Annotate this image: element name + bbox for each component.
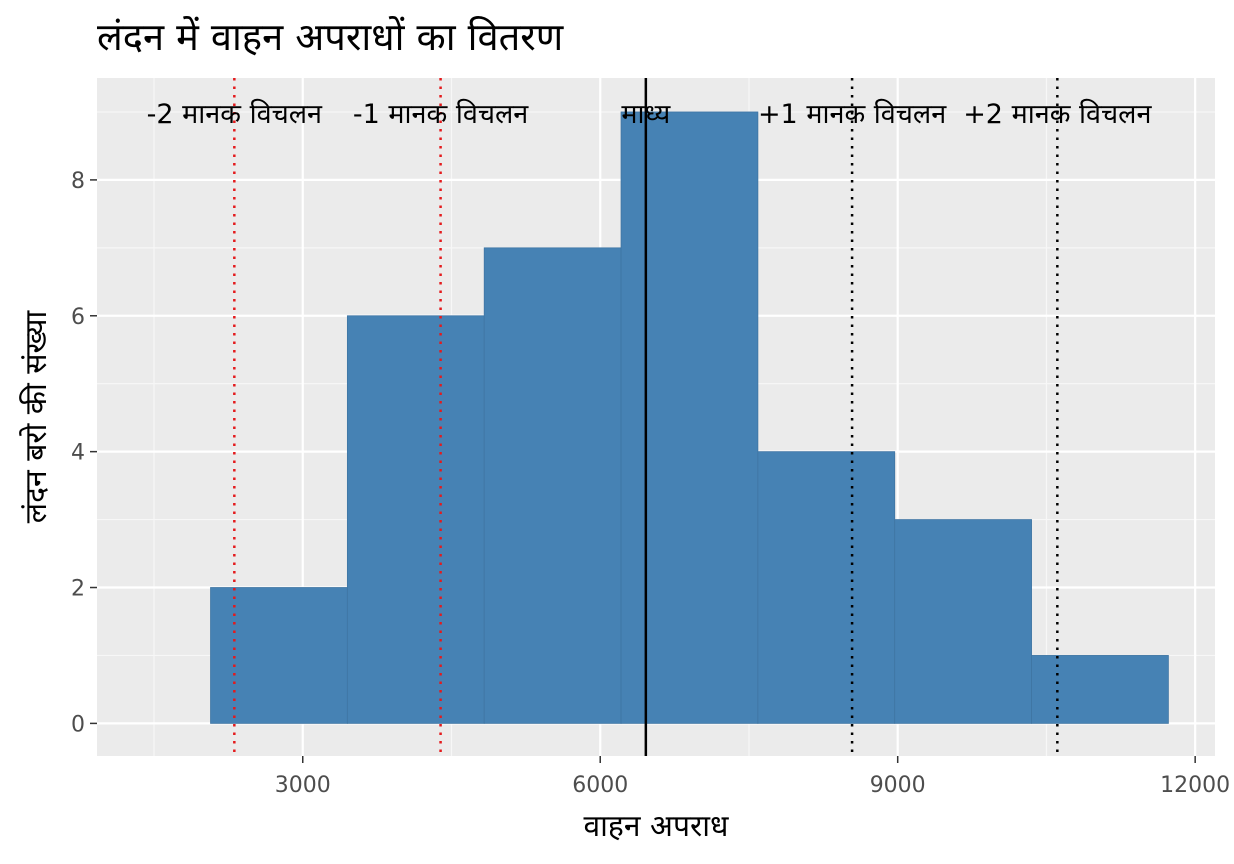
reference-label: माध्य [621,99,671,130]
x-tick-label: 9000 [870,773,926,798]
x-axis-title: वाहन अपराध [583,809,729,844]
y-tick-label: 6 [71,305,85,330]
x-tick-label: 6000 [572,773,628,798]
reference-label: -1 मानक विचलन [353,98,529,130]
histogram-bar [757,451,896,724]
y-axis: 0 2 4 6 8 [71,169,97,737]
chart-title: लंदन में वाहन अपराधों का वितरण [97,15,564,59]
histogram-bar [483,247,622,724]
y-tick-label: 4 [71,441,85,466]
histogram-bar [620,111,759,724]
reference-labels: -2 मानक विचलन -1 मानक विचलन माध्य +1 मानक व… [147,98,1153,130]
x-tick-label: 12000 [1160,773,1230,798]
x-axis: 3000 6000 9000 12000 [275,756,1230,798]
y-tick-label: 2 [71,577,85,602]
y-tick-label: 8 [71,169,85,194]
histogram-bar [346,315,485,724]
reference-label: +2 मानक विचलन [963,98,1152,130]
reference-label: +1 मानक विचलन [758,98,947,130]
x-tick-label: 3000 [275,773,331,798]
reference-lines [233,78,1059,756]
histogram-bar [210,587,348,724]
histogram-bar [1031,655,1169,724]
histogram-bar [894,519,1032,724]
y-axis-title: लंदन बरो की संख्या [19,310,54,524]
reference-label: -2 मानक विचलन [147,98,323,130]
y-tick-label: 0 [71,712,85,737]
